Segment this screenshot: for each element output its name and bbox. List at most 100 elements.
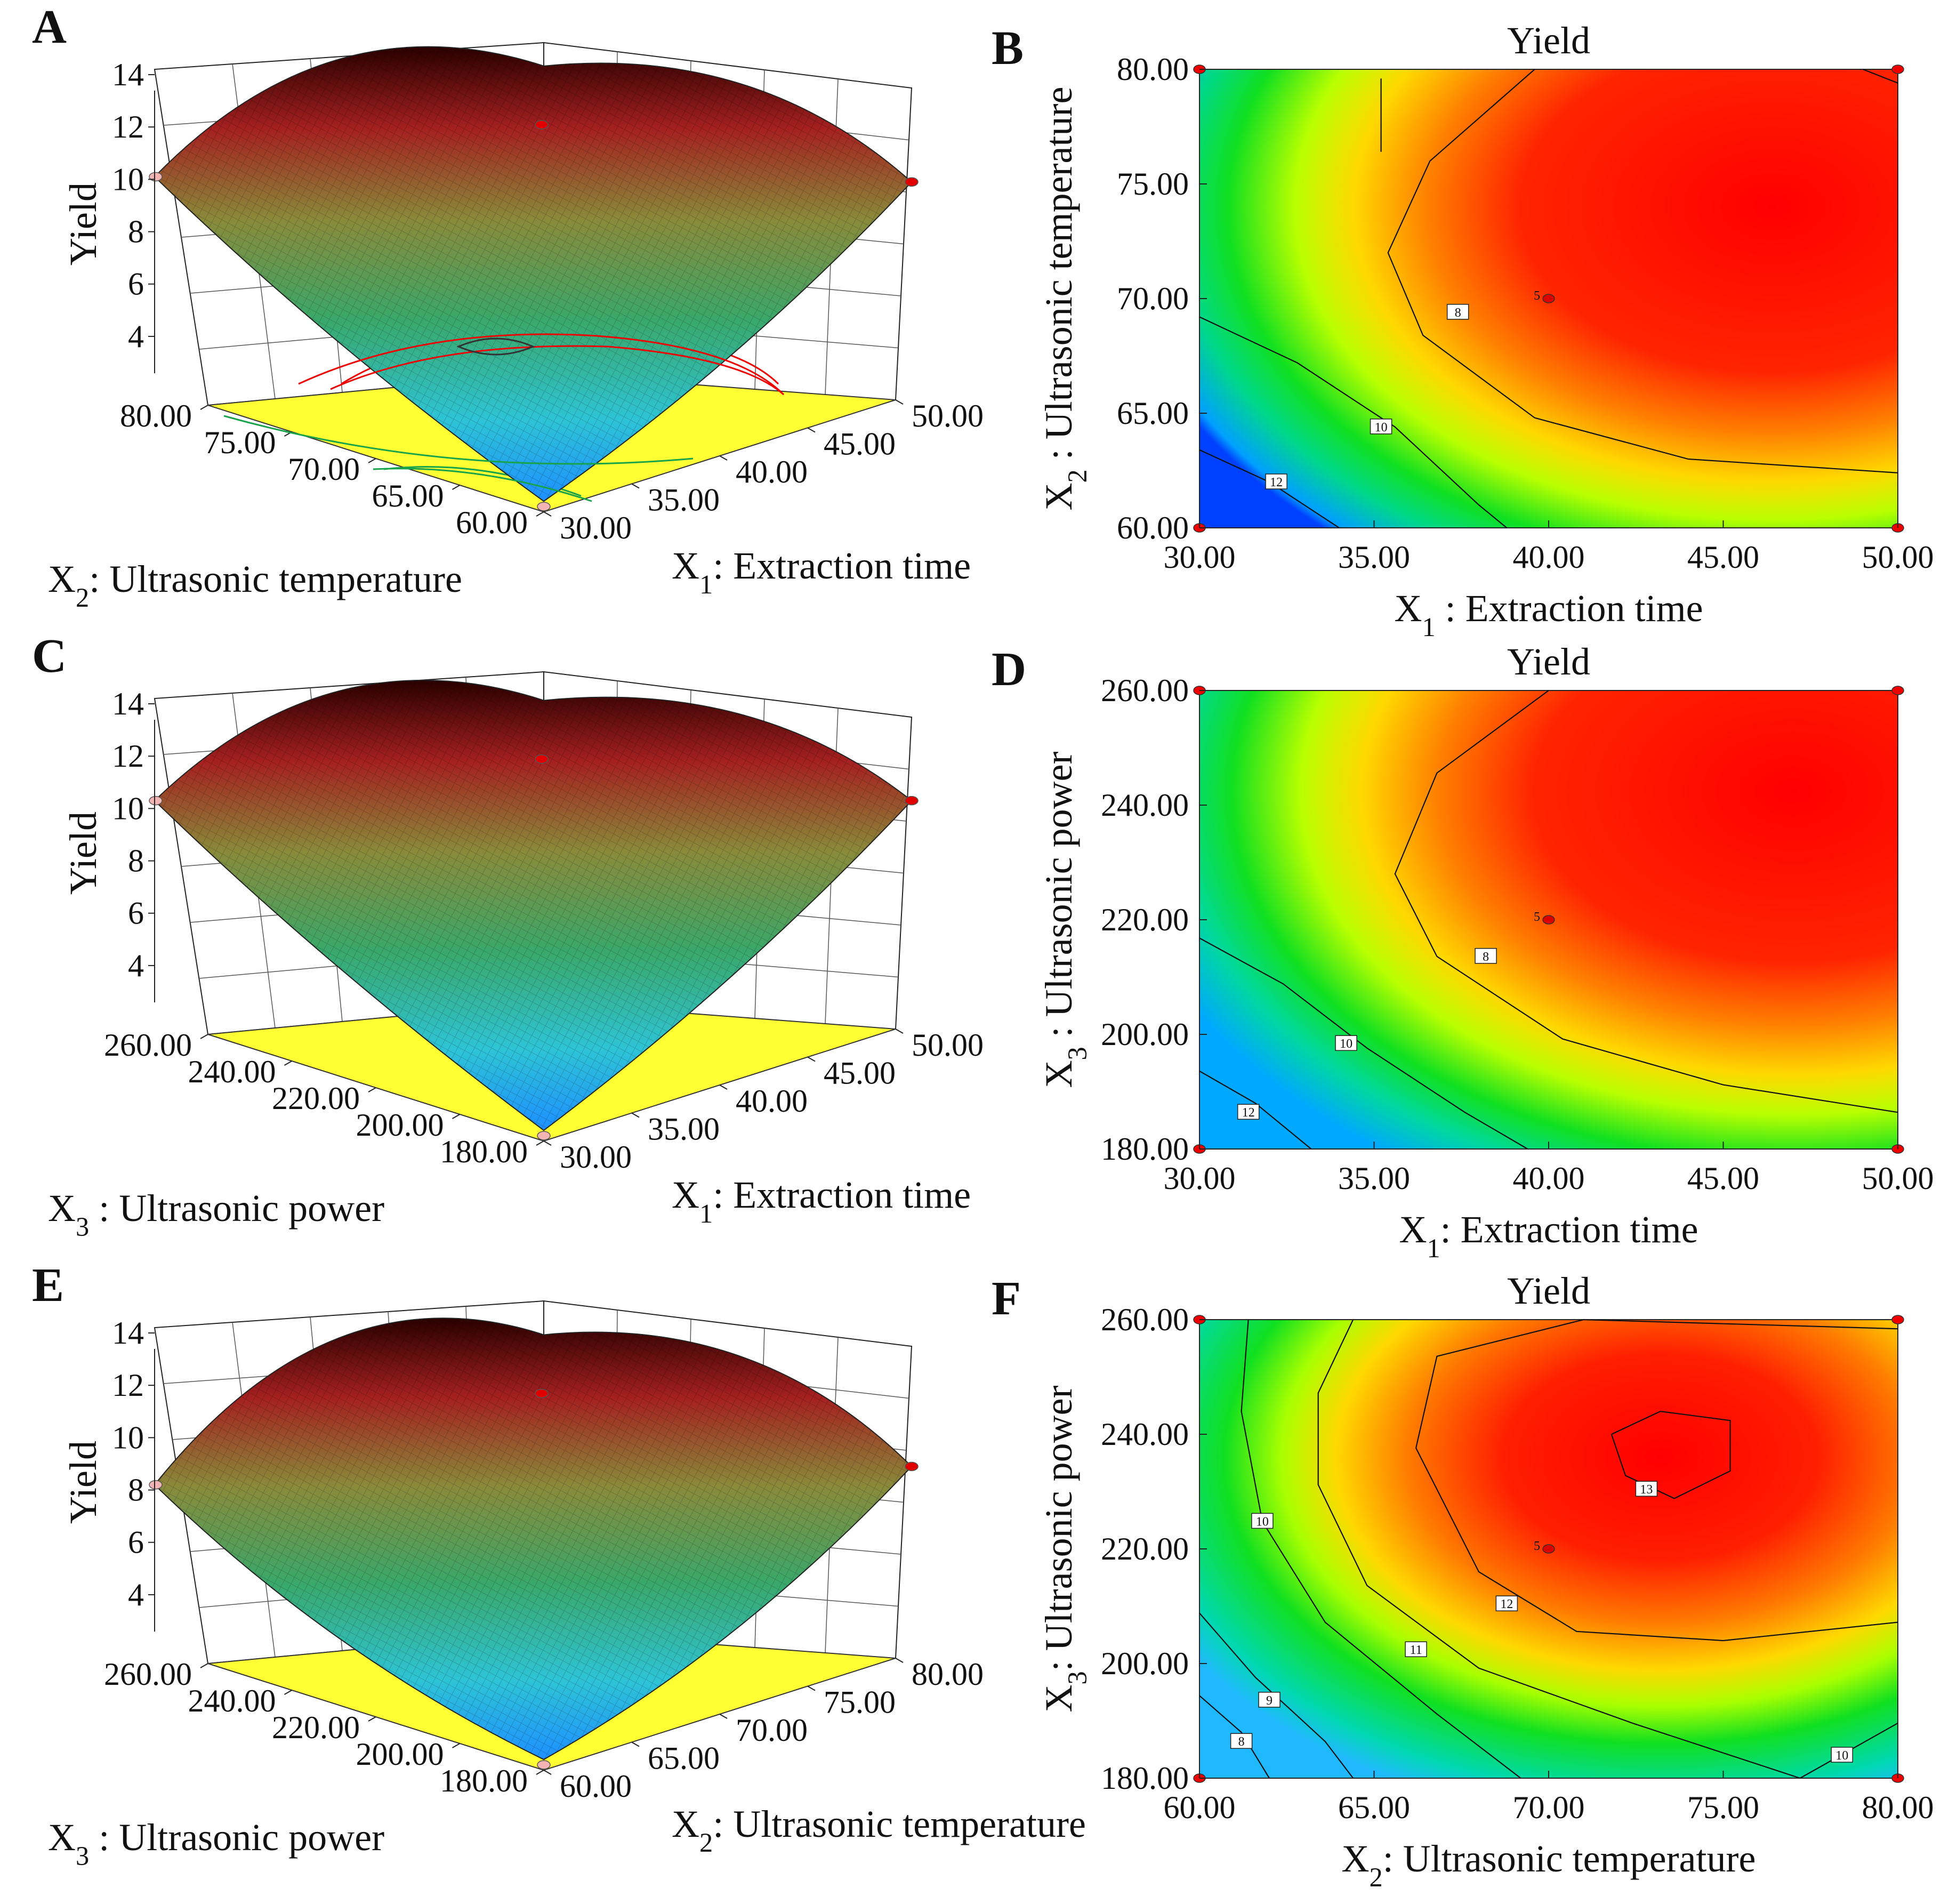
- x-tick-label: 45.00: [824, 427, 896, 462]
- surface-panel-C: C 4 6 8 10 12 14 Yield 260.00240.00220.00200.001…: [32, 345, 984, 1242]
- y-tick-label: 60.00: [456, 505, 528, 540]
- contour-label: 12: [1270, 476, 1283, 489]
- contour-label: 10: [1375, 421, 1388, 435]
- y-tick-label: 220.00: [1101, 1531, 1189, 1566]
- y-axis-label-3d: X2: Ultrasonic temperature: [48, 558, 462, 613]
- contour-label: 8: [1455, 306, 1461, 320]
- x-tick-mark: [807, 1056, 816, 1062]
- design-point-right: [905, 177, 919, 187]
- y-axis-label-3d: X3 : Ultrasonic power: [48, 1187, 384, 1242]
- y-tick-label: 240.00: [188, 1683, 276, 1718]
- x-tick-mark: [631, 483, 640, 489]
- x-axis-label-3d: X1: Extraction time: [672, 544, 971, 599]
- x-tick-label: 70.00: [1513, 1790, 1585, 1825]
- design-point-left: [149, 796, 163, 806]
- x-axis-label: X1 : Extraction time: [1394, 587, 1703, 642]
- x-tick-label: 35.00: [648, 1112, 720, 1147]
- contour-label: 10: [1256, 1515, 1269, 1529]
- x-tick-label: 80.00: [1862, 1790, 1934, 1825]
- contour-label: 10: [1340, 1037, 1352, 1051]
- contour-label-box: [1251, 1513, 1274, 1529]
- y-tick-label: 180.00: [440, 1763, 528, 1798]
- x-tick-label: 40.00: [736, 1083, 808, 1119]
- contour-label: 11: [1410, 1643, 1422, 1657]
- contour-line: [1199, 1612, 1354, 1779]
- contour-label-box: [1370, 419, 1392, 435]
- y-tick-mark: [200, 405, 208, 410]
- x-tick-label: 65.00: [648, 1741, 720, 1776]
- x-tick-label: 50.00: [912, 1027, 984, 1063]
- z-tick-label: 6: [128, 896, 144, 931]
- y-tick-mark: [536, 1770, 544, 1775]
- floor-contour-center: [456, 338, 535, 356]
- contour-label-box: [1405, 1641, 1427, 1657]
- contour-line: [1863, 68, 1898, 84]
- x-tick-label: 40.00: [1513, 1161, 1585, 1196]
- x-tick-mark: [895, 399, 904, 405]
- panel-letter-A: A: [32, 1, 67, 53]
- y-axis-label-3d: X3 : Ultrasonic power: [48, 1816, 384, 1871]
- y-tick-label: 240.00: [1101, 788, 1189, 823]
- z-tick-label: 10: [112, 1420, 144, 1455]
- design-point-min: [537, 1131, 551, 1140]
- contour-label-box: [1335, 1035, 1357, 1051]
- z-tick-label: 12: [112, 109, 144, 144]
- contour-label-box: [1258, 1692, 1280, 1708]
- x-tick-mark: [719, 455, 728, 461]
- x-tick-label: 40.00: [1513, 540, 1585, 575]
- contour-label-box: [1230, 1733, 1253, 1749]
- z-axis-label: Yield: [62, 182, 104, 266]
- x-axis-label: X1: Extraction time: [1399, 1208, 1698, 1263]
- y-tick-label: 75.00: [1117, 166, 1189, 202]
- x-tick-label: 45.00: [824, 1056, 896, 1091]
- contour-line: [1610, 1410, 1731, 1499]
- x-tick-label: 35.00: [648, 483, 720, 518]
- center-design-point: [1542, 915, 1555, 925]
- center-point-count: 5: [1534, 1539, 1540, 1553]
- y-tick-label: 180.00: [1101, 1761, 1189, 1796]
- center-point-count: 5: [1534, 289, 1540, 303]
- y-tick-mark: [284, 1061, 292, 1066]
- y-tick-label: 80.00: [120, 398, 192, 433]
- z-axis-label: Yield: [62, 1441, 104, 1524]
- design-point-right: [905, 796, 919, 806]
- z-tick-label: 6: [128, 1525, 144, 1560]
- x-tick-mark: [807, 1685, 816, 1691]
- corner-design-point: [1891, 686, 1904, 695]
- contour-panel-D: D Yield 8 10 12 5 30.00 35.00 40.00 45.00 50.00 180…: [992, 640, 1934, 1263]
- design-point-center: [535, 754, 549, 764]
- surface-panel-A: A 4 6 8 10 12 14 Yield 80.00 75.00 70.00 65.00 60.00…: [32, 1, 984, 613]
- y-tick-label: 60.00: [1117, 510, 1189, 545]
- y-tick-label: 220.00: [1101, 902, 1189, 937]
- design-point-center: [535, 1388, 549, 1399]
- y-tick-label: 260.00: [1101, 673, 1189, 708]
- z-tick-label: 10: [112, 162, 144, 197]
- contour-line: [1394, 690, 1898, 1113]
- design-point-left: [149, 1480, 163, 1490]
- plot-title: Yield: [1507, 19, 1590, 62]
- x-tick-label: 35.00: [1338, 540, 1410, 575]
- y-axis-label: X2 : Ultrasonic temperature: [1037, 87, 1092, 511]
- y-tick-label: 70.00: [288, 452, 360, 487]
- floor-contour-red: [298, 333, 785, 396]
- panel-letter-C: C: [32, 630, 67, 682]
- surface-mesh: [155, 680, 912, 1130]
- contour-line: [1199, 937, 1528, 1150]
- y-tick-label: 200.00: [1101, 1646, 1189, 1681]
- floor-contour-green: [223, 415, 694, 465]
- y-tick-label: 70.00: [1117, 281, 1189, 316]
- contour-label: 10: [1835, 1749, 1848, 1763]
- x-tick-label: 50.00: [1862, 1161, 1934, 1196]
- y-tick-mark: [368, 1716, 376, 1722]
- z-tick-label: 14: [112, 57, 144, 92]
- y-tick-label: 65.00: [1117, 396, 1189, 431]
- center-point-count: 5: [1534, 910, 1540, 924]
- x-tick-mark: [895, 1658, 904, 1663]
- contour-label: 8: [1238, 1735, 1245, 1749]
- y-axis-label: X3: Ultrasonic power: [1037, 1385, 1092, 1712]
- x-tick-label: 60.00: [560, 1769, 632, 1804]
- y-tick-label: 180.00: [440, 1134, 528, 1169]
- y-tick-label: 220.00: [272, 1081, 360, 1116]
- x-tick-label: 70.00: [736, 1713, 808, 1748]
